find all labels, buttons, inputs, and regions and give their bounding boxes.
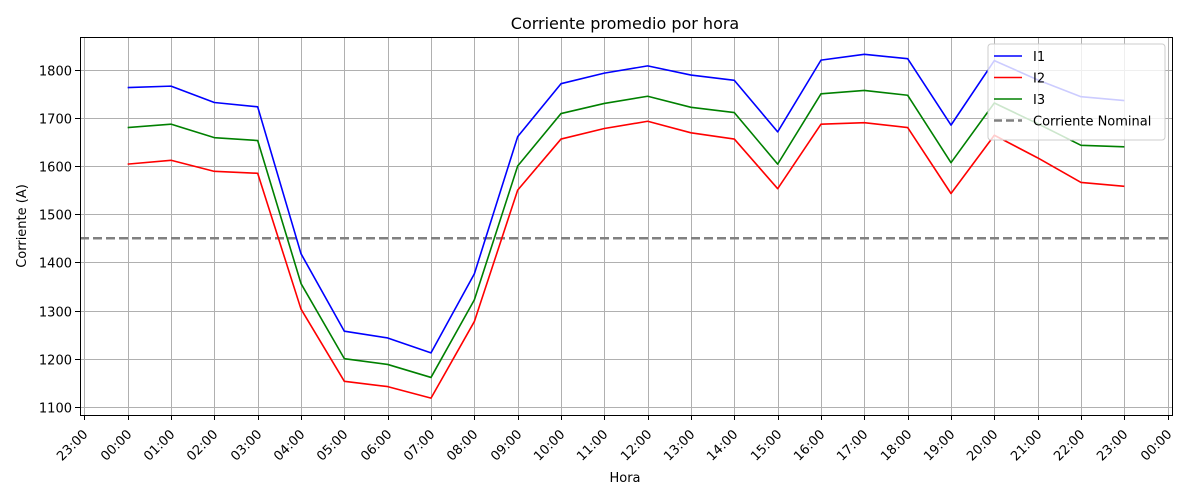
x-tick-label: 11:00: [574, 427, 611, 464]
series-lines: [127, 53, 1125, 399]
x-tick-label: 12:00: [618, 427, 655, 464]
y-tick-label: 1800: [39, 65, 72, 80]
legend-label: I1: [1033, 50, 1045, 65]
x-tick-label: 10:00: [531, 427, 568, 464]
y-tick-label: 1300: [39, 306, 72, 321]
legend-label: I3: [1033, 93, 1045, 108]
y-tick-label: 1600: [39, 161, 72, 176]
x-tick-label: 02:00: [184, 427, 221, 464]
x-tick-label: 16:00: [791, 427, 828, 464]
x-tick-label: 03:00: [228, 427, 265, 464]
grid: [80, 37, 1172, 415]
x-tick-label: 14:00: [704, 427, 741, 464]
x-tick-label: 19:00: [921, 427, 958, 464]
x-tick-label: 07:00: [401, 427, 438, 464]
x-tick-label: 05:00: [314, 427, 351, 464]
x-tick-label: 15:00: [748, 427, 785, 464]
legend-box: [987, 43, 1166, 141]
x-tick-label: 21:00: [1008, 427, 1045, 464]
x-tick-label: 20:00: [964, 427, 1001, 464]
series-line-i2: [127, 120, 1125, 399]
x-tick-label: 13:00: [661, 427, 698, 464]
x-tick-label: 01:00: [141, 427, 178, 464]
legend: I1 I2 I3 Corriente Nominal: [987, 43, 1166, 141]
series-line-i3: [127, 89, 1125, 379]
x-axis-ticks: 23:00 00:00 01:00 02:00 03:00 04:00 05:00 06:00…: [54, 415, 1175, 464]
x-tick-label: 08:00: [444, 427, 481, 464]
y-tick-label: 1100: [39, 402, 72, 417]
x-tick-label: 06:00: [358, 427, 395, 464]
x-tick-label: 22:00: [1051, 427, 1088, 464]
y-tick-label: 1400: [39, 257, 72, 272]
y-axis-label: Corriente (A): [15, 184, 30, 268]
chart-title: Corriente promedio por hora: [511, 14, 739, 33]
series-line-i1: [127, 53, 1125, 354]
legend-label: Corriente Nominal: [1033, 115, 1151, 130]
y-tick-label: 1200: [39, 354, 72, 369]
x-tick-label: 23:00: [1094, 427, 1131, 464]
x-tick-label: 09:00: [488, 427, 525, 464]
y-axis-ticks: 1100 1200 1300 1400 1500 1600 1700 1800: [39, 65, 80, 417]
x-tick-label: 04:00: [271, 427, 308, 464]
plot-area-frame: [80, 37, 1173, 416]
x-tick-label: 00:00: [98, 427, 135, 464]
legend-label: I2: [1033, 72, 1045, 87]
x-axis-label: Hora: [609, 471, 640, 486]
x-tick-label: 00:00: [1138, 427, 1175, 464]
x-tick-label: 18:00: [878, 427, 915, 464]
x-tick-label: 17:00: [834, 427, 871, 464]
y-tick-label: 1500: [39, 209, 72, 224]
x-tick-label: 23:00: [54, 427, 91, 464]
y-tick-label: 1700: [39, 113, 72, 128]
